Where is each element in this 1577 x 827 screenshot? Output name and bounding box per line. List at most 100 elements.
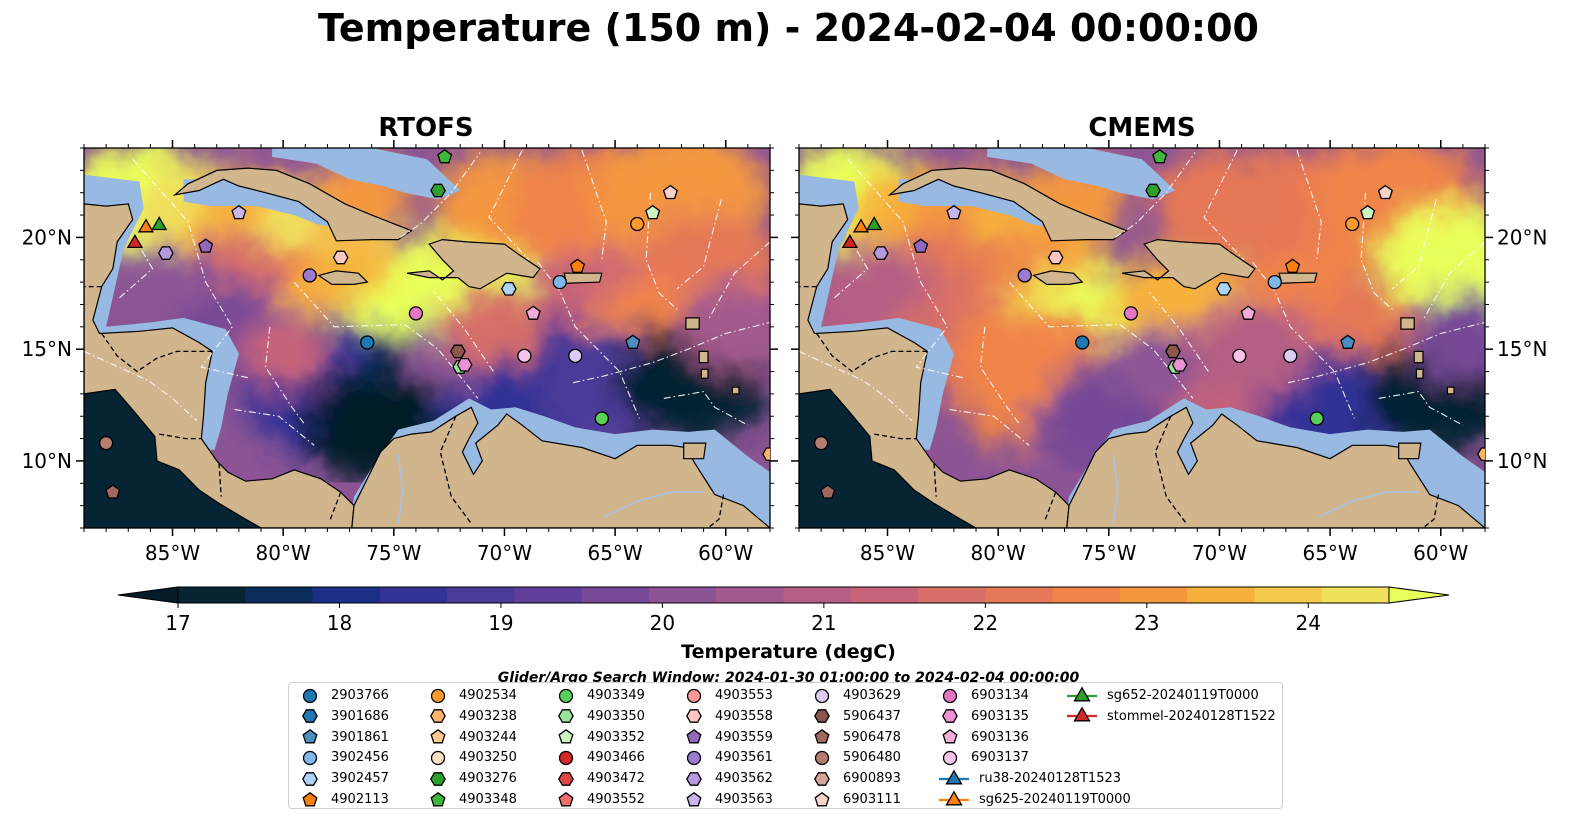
legend-label: 5906480 bbox=[843, 750, 901, 766]
obs-marker-5906480 bbox=[98, 435, 114, 451]
legend-marker-icon bbox=[558, 729, 574, 744]
legend-label: stommel-20240128T1522 bbox=[1107, 708, 1276, 724]
obs-marker-4903276 bbox=[430, 183, 446, 198]
colorbar-tick-label: 21 bbox=[811, 611, 836, 635]
temperature-patch bbox=[680, 281, 770, 372]
legend-item-3901686: 3901686 bbox=[297, 706, 389, 727]
land-mass bbox=[685, 317, 700, 330]
colorbar-segment bbox=[1119, 587, 1188, 603]
map-panel-rtofs bbox=[84, 148, 770, 528]
legend-label: 6903137 bbox=[971, 750, 1029, 766]
colorbar-segment bbox=[1187, 587, 1255, 603]
legend-item-stommel-20240128T1522: stommel-20240128T1522 bbox=[1065, 706, 1276, 727]
legend-item-sg625-20240119T0000: sg625-20240119T0000 bbox=[937, 789, 1131, 810]
obs-marker-4902113 bbox=[1284, 258, 1301, 273]
lon-tick-label: 65°W bbox=[587, 541, 642, 565]
legend-marker-icon bbox=[814, 688, 830, 703]
legend-marker-icon bbox=[430, 771, 446, 786]
legend-circle-icon bbox=[686, 750, 702, 766]
land-mass bbox=[406, 238, 541, 290]
legend-marker-icon bbox=[686, 688, 702, 703]
legend-item-4903472: 4903472 bbox=[553, 768, 645, 789]
legend-circle-icon bbox=[558, 750, 574, 766]
legend-circle-icon bbox=[814, 750, 830, 766]
lon-tick-label: 75°W bbox=[1081, 541, 1136, 565]
legend-label: 6903135 bbox=[971, 708, 1029, 724]
obs-marker-4903238 bbox=[762, 447, 770, 462]
legend-label: 4903558 bbox=[715, 708, 773, 724]
colorbar-segment bbox=[379, 587, 448, 603]
legend-label: 4903563 bbox=[715, 792, 773, 807]
legend-pentagon-icon bbox=[558, 791, 574, 806]
legend-label: 3902457 bbox=[331, 771, 389, 787]
obs-marker-sg625-20240119T0000 bbox=[852, 218, 870, 233]
obs-marker-4903558 bbox=[1047, 250, 1064, 265]
eez-boundary bbox=[488, 149, 530, 261]
eez-boundary bbox=[400, 152, 481, 238]
eez-boundary bbox=[537, 261, 640, 419]
legend-marker-icon bbox=[686, 791, 702, 806]
legend-label: 5906437 bbox=[843, 708, 901, 724]
legend-marker-icon bbox=[430, 688, 446, 703]
legend-label: 6903111 bbox=[843, 792, 901, 807]
obs-marker-4903352 bbox=[1360, 204, 1376, 220]
obs-marker-4903562 bbox=[872, 246, 889, 260]
colorbar-segment bbox=[312, 587, 381, 603]
legend-pentagon-icon bbox=[942, 729, 958, 744]
land-mass bbox=[172, 167, 413, 242]
obs-marker-4903561 bbox=[302, 268, 317, 283]
country-border bbox=[218, 463, 222, 497]
legend-item-4903562: 4903562 bbox=[681, 768, 773, 789]
shelf-area bbox=[987, 148, 1176, 200]
river bbox=[1318, 491, 1419, 518]
legend-item-5906478: 5906478 bbox=[809, 727, 901, 748]
obs-marker-3902456 bbox=[1267, 274, 1282, 290]
legend-label: 4903348 bbox=[459, 792, 517, 807]
obs-marker-3902457 bbox=[500, 281, 517, 296]
obs-marker-4903238 bbox=[1477, 447, 1485, 462]
legend-label: 6900893 bbox=[843, 771, 901, 787]
land-mass bbox=[698, 350, 709, 364]
eez-boundary bbox=[1008, 281, 1194, 399]
legend-marker-icon bbox=[814, 750, 830, 766]
lat-tick-label: 10°N bbox=[22, 449, 72, 473]
legend-pentagon-icon bbox=[430, 791, 446, 806]
eez-boundary bbox=[1391, 199, 1437, 290]
obs-marker-4903349 bbox=[594, 411, 609, 426]
legend-label: 4903553 bbox=[715, 688, 773, 703]
legend-label: 5906478 bbox=[843, 729, 901, 745]
legend-marker-icon bbox=[430, 750, 446, 766]
legend-item-4903558: 4903558 bbox=[681, 706, 773, 727]
legend-label: 4903559 bbox=[715, 729, 773, 745]
eez-boundary bbox=[264, 326, 306, 426]
country-border bbox=[101, 333, 213, 373]
temperature-patch bbox=[1406, 293, 1485, 383]
obs-marker-4903629 bbox=[1283, 348, 1298, 364]
colorbar-segment bbox=[581, 587, 650, 603]
legend-marker-icon bbox=[814, 709, 830, 724]
obs-marker-5906478 bbox=[820, 484, 836, 499]
legend-label: 4903561 bbox=[715, 750, 773, 766]
river bbox=[1112, 454, 1119, 524]
eez-boundary bbox=[1115, 152, 1196, 238]
legend-item-4903350: 4903350 bbox=[553, 706, 645, 727]
legend-hexagon-icon bbox=[558, 771, 574, 786]
obs-marker-4903559 bbox=[913, 238, 929, 253]
eez-boundary bbox=[1296, 150, 1322, 260]
legend-item-4903238: 4903238 bbox=[425, 706, 517, 727]
legend-item-4903559: 4903559 bbox=[681, 727, 773, 748]
colorbar-label: Temperature (degC) bbox=[681, 641, 896, 663]
shelf-area bbox=[898, 179, 1054, 229]
obs-marker-sg652-20240119T0000 bbox=[866, 216, 883, 231]
obs-marker-6903137 bbox=[1232, 348, 1247, 364]
obs-marker-stommel-20240128T1522 bbox=[126, 234, 144, 249]
eez-boundary bbox=[847, 158, 966, 379]
lat-tick-label: 20°N bbox=[22, 225, 72, 249]
eez-boundary bbox=[645, 192, 680, 312]
land-mass bbox=[563, 272, 603, 284]
legend-circle-icon bbox=[430, 688, 446, 703]
colorbar-segment bbox=[918, 587, 986, 603]
land-mass bbox=[1400, 317, 1415, 330]
obs-marker-stommel-20240128T1522 bbox=[841, 234, 859, 249]
obs-marker-4903559 bbox=[198, 238, 214, 253]
